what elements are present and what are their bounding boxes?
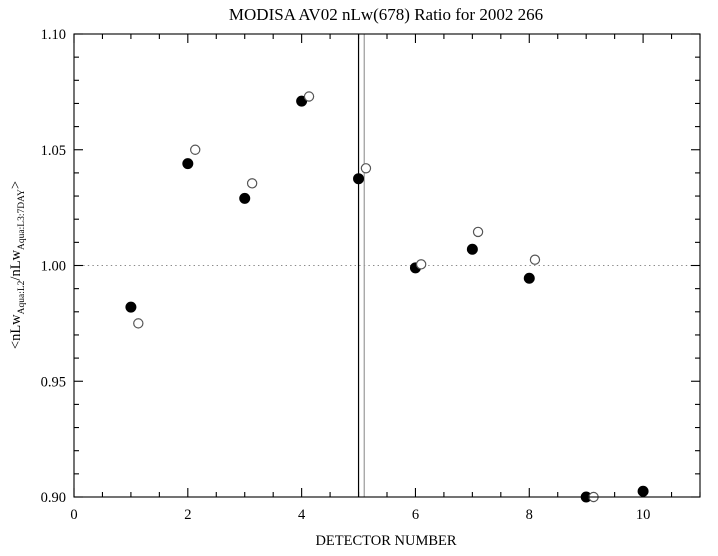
data-point-open — [472, 226, 484, 238]
data-point-filled — [637, 485, 649, 497]
chart-title: MODISA AV02 nLw(678) Ratio for 2002 266 — [229, 5, 543, 24]
y-axis-label-sub2: Aqua:L3:7DAY — [17, 189, 27, 250]
y-axis-label-sub1: Aqua:L2 — [17, 280, 27, 314]
data-point-open — [190, 144, 201, 155]
tick-labels-layer: 0 2 4 6 8 10 0.90 0.95 1.00 1.05 1.10 — [41, 27, 651, 523]
data-point-open — [529, 254, 541, 265]
x-tick-label: 8 — [526, 507, 533, 523]
y-tick-label: 1.05 — [41, 143, 66, 159]
data-point-filled — [353, 173, 365, 185]
y-tick-label: 0.95 — [41, 374, 66, 390]
data-point-open — [415, 259, 427, 270]
y-axis-label: <nLwAqua:L2/nLwAqua:L3:7DAY> — [8, 181, 27, 349]
y-tick-label: 0.90 — [41, 490, 66, 506]
data-point-open — [133, 318, 144, 329]
data-point-filled — [239, 192, 251, 204]
y-axis-label-close: > — [8, 181, 24, 189]
x-tick-label: 6 — [412, 507, 419, 523]
data-point-open — [360, 163, 372, 174]
data-point-filled — [125, 301, 137, 313]
x-tick-label: 0 — [70, 507, 77, 523]
plot-frame — [73, 33, 701, 498]
data-point-open — [246, 178, 258, 189]
vertical-lines-layer — [357, 34, 365, 497]
x-tick-label: 2 — [184, 507, 191, 523]
y-tick-label: 1.00 — [41, 259, 66, 275]
x-tick-label: 4 — [298, 507, 306, 523]
x-axis-label: DETECTOR NUMBER — [315, 533, 456, 549]
y-axis-label-mid: /nLw — [8, 249, 24, 280]
y-axis-label-open: <nLw — [8, 314, 24, 349]
data-point-open — [303, 91, 315, 102]
svg-text:<nLwAqua:L2/nLwAqua:L3:7DAY>: <nLwAqua:L2/nLwAqua:L3:7DAY> — [8, 181, 27, 349]
data-points-layer — [125, 91, 649, 503]
y-tick-label: 1.10 — [41, 27, 66, 43]
x-tick-label: 10 — [636, 507, 651, 523]
data-point-filled — [466, 243, 478, 255]
data-point-filled — [182, 158, 194, 170]
data-point-filled — [523, 272, 535, 284]
data-point-filled — [296, 95, 308, 107]
